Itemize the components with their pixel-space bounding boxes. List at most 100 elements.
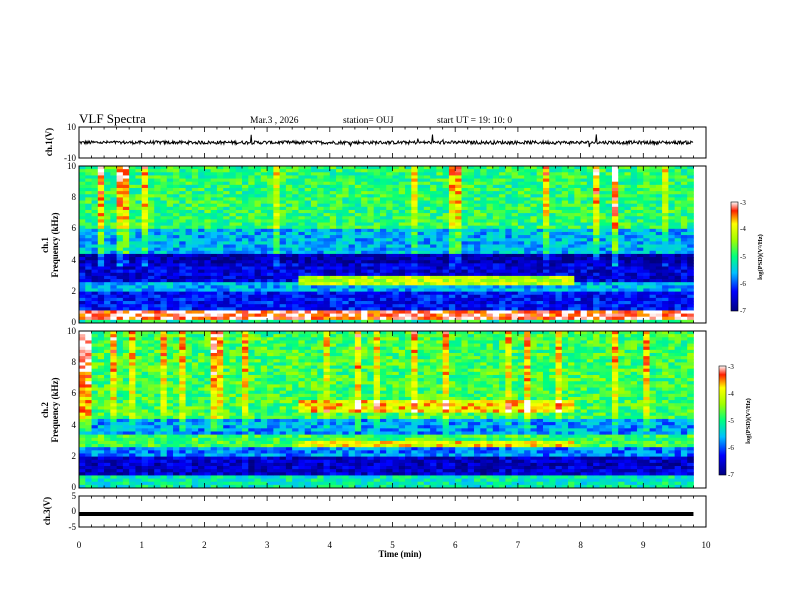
ch1-spectrogram-cell [329, 200, 337, 205]
ch1-spectrogram-cell [599, 209, 607, 214]
ch1-spectrogram-cell [104, 184, 111, 189]
ch1-spectrogram-cell [354, 297, 362, 302]
ch1-spectrogram-cell [304, 178, 312, 183]
ch1-spectrogram-cell [618, 319, 625, 324]
ch1-spectrogram-cell [649, 266, 657, 271]
ch1-spectrogram-cell [147, 313, 155, 318]
ch1-spectrogram-cell [574, 269, 581, 274]
ch1-spectrogram-cell [474, 244, 481, 249]
ch1-spectrogram-cell [160, 313, 168, 318]
header-date: Mar.3 , 2026 [250, 116, 299, 126]
ch1-spectrogram-cell [549, 181, 556, 186]
ch1-spectrogram-cell [618, 279, 625, 283]
ch1-spectrogram-cell [605, 213, 613, 217]
ch1-spectrogram-cell [147, 260, 155, 264]
ch1-spectrogram-cell [405, 241, 412, 245]
ch1-spectrogram-cell [135, 206, 143, 211]
ch1-spectrogram-cell [574, 282, 581, 286]
ch1-spectrogram-cell [524, 238, 531, 242]
ch1-spectrogram-cell [643, 250, 650, 255]
ch1-spectrogram-cell [179, 231, 186, 236]
ch1-spectrogram-cell [605, 184, 613, 189]
ch1-spectrogram-cell [511, 301, 519, 305]
ch1-spectrogram-cell [586, 282, 594, 286]
ch1-spectrogram-cell [210, 191, 218, 195]
ch1-spectrogram-cell [398, 307, 406, 311]
ch1-spectrogram-cell [248, 279, 255, 283]
ch1-spectrogram-cell [85, 316, 92, 321]
ch1-spectrogram-cell [97, 169, 105, 173]
ch1-spectrogram-cell [505, 206, 513, 211]
ch1-spectrogram-cell [260, 181, 268, 186]
ch1-spectrogram-cell [611, 194, 619, 198]
ch1-spectrogram-cell [85, 191, 92, 195]
ch1-spectrogram-cell [254, 181, 262, 186]
ch1-spectrogram-cell [430, 241, 437, 245]
ch1-spectrogram-cell [524, 216, 531, 220]
ch1-spectrogram-cell [85, 206, 92, 211]
ch1-spectrogram-cell [292, 275, 299, 280]
ch1-spectrogram-cell [624, 301, 632, 305]
ch1-spectrogram-cell [260, 282, 268, 286]
ch1-spectrogram-cell [624, 304, 632, 308]
ch1-spectrogram-cell [129, 269, 136, 274]
ch1-spectrogram-cell [160, 257, 168, 261]
ch1-spectrogram-cell [611, 166, 619, 170]
ch1-spectrogram-cell [517, 225, 525, 230]
ch1-spectrogram-cell [480, 194, 487, 198]
ch1-spectrogram-cell [298, 316, 306, 321]
ch1-spectrogram-cell [580, 319, 588, 324]
ch1-spectrogram-cell [367, 247, 375, 252]
ch1-spectrogram-cell [555, 288, 563, 292]
ch1-spectrogram-cell [386, 206, 393, 211]
ch1-spectrogram-cell [561, 313, 569, 318]
ch1-spectrogram-cell [480, 238, 487, 242]
ch1-spectrogram-cell [680, 191, 688, 195]
ch1-spectrogram-cell [223, 228, 230, 233]
ch1-spectrogram-cell [166, 175, 174, 179]
ch1-spectrogram-cell [104, 257, 111, 261]
ch1-spectrogram-cell [198, 203, 205, 208]
ch1-spectrogram-cell [611, 231, 619, 236]
ch1-spectrogram-cell [336, 213, 343, 217]
ch1-spectrogram-cell [417, 213, 425, 217]
ch1-spectrogram-cell [342, 253, 350, 258]
ch1-spectrogram-cell [668, 175, 676, 179]
ch1-spectrogram-cell [135, 301, 143, 305]
ch1-spectrogram-cell [530, 316, 538, 321]
ch1-spectrogram-cell [461, 172, 469, 176]
ch1-spectrogram-cell [599, 235, 607, 239]
ch1-spectrogram-cell [310, 222, 318, 227]
ch1-spectrogram-cell [298, 191, 306, 195]
ch1-spectrogram-cell [336, 250, 343, 255]
ch1-spectrogram-cell [455, 219, 462, 223]
ch1-spectrogram-cell [655, 263, 663, 267]
ch1-spectrogram-cell [605, 310, 613, 314]
ch1-spectrogram-cell [386, 178, 393, 183]
ch1-spectrogram-cell [386, 285, 393, 289]
ch1-spectrogram-cell [442, 184, 450, 189]
ch1-spectrogram-cell [166, 294, 174, 299]
ch1-spectrogram-cell [680, 225, 688, 230]
ch1-spectrogram-cell [285, 219, 293, 223]
ch1-spectrogram-cell [574, 260, 581, 264]
ch1-spectrogram-cell [248, 263, 255, 267]
ch1-spectrogram-cell [185, 247, 193, 252]
ch1-spectrogram-cell [505, 175, 513, 179]
ch1-spectrogram-cell [279, 282, 287, 286]
ch1-spectrogram-cell [285, 247, 293, 252]
ch1-spectrogram-cell [530, 282, 538, 286]
ch1-spectrogram-cell [185, 310, 193, 314]
ch1-spectrogram-cell [618, 200, 625, 205]
ch1-spectrogram-cell [674, 304, 682, 308]
ch1-spectrogram-cell [267, 166, 274, 170]
ch1-spectrogram-cell [398, 263, 406, 267]
ch1-spectrogram-cell [329, 263, 337, 267]
ch1-spectrogram-cell [637, 247, 644, 252]
ch1-spectrogram-cell [273, 187, 281, 192]
ch1-spectrogram-cell [499, 291, 506, 296]
ch1-spectrogram-cell [116, 288, 124, 292]
ch1-spectrogram-cell [173, 297, 180, 302]
ch1-spectrogram-cell [517, 244, 525, 249]
ch1-spectrogram-cell [436, 310, 444, 314]
